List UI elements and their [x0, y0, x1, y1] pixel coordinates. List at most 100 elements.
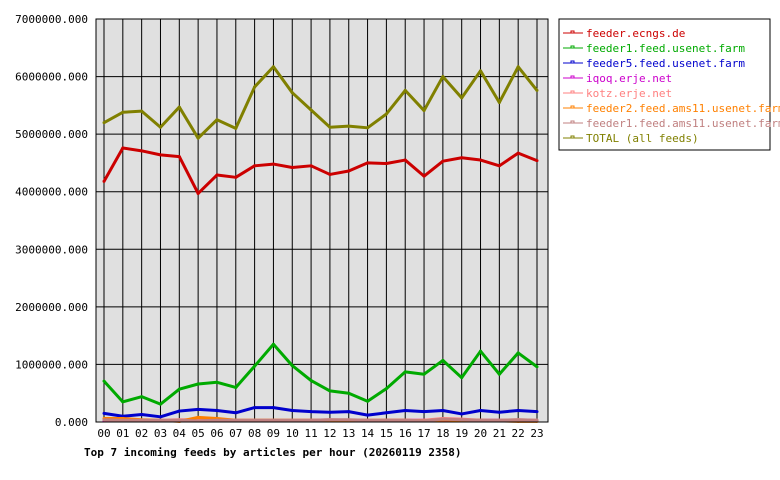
data-point — [497, 372, 501, 376]
data-point — [347, 391, 351, 395]
legend-label: feeder1.feed.ams11.usenet.farm — [586, 117, 780, 130]
data-point — [121, 146, 125, 150]
y-tick-label: 6000000.000 — [15, 71, 88, 84]
legend-marker — [570, 120, 575, 124]
data-point — [309, 410, 313, 414]
x-tick-label: 16 — [399, 427, 412, 440]
x-tick-label: 18 — [436, 427, 449, 440]
data-point — [234, 411, 238, 415]
legend-marker — [570, 60, 575, 64]
data-point — [140, 149, 144, 153]
data-point — [234, 126, 238, 130]
y-tick-label: 0.000 — [55, 416, 88, 429]
x-tick-label: 20 — [474, 427, 487, 440]
data-point — [158, 125, 162, 129]
data-point — [479, 349, 483, 353]
y-tick-label: 2000000.000 — [15, 301, 88, 314]
data-point — [328, 125, 332, 129]
legend-box — [558, 18, 771, 151]
data-point — [403, 408, 407, 412]
data-point — [347, 418, 351, 422]
data-point — [177, 409, 181, 413]
data-point — [460, 376, 464, 380]
x-tick-label: 23 — [530, 427, 543, 440]
data-point — [121, 414, 125, 418]
data-point — [121, 418, 125, 422]
data-point — [234, 418, 238, 422]
x-tick-label: 14 — [361, 427, 375, 440]
data-point — [497, 164, 501, 168]
data-point — [290, 408, 294, 412]
x-tick-label: 12 — [323, 427, 336, 440]
legend-label: feeder.ecngs.de — [586, 27, 685, 40]
data-point — [535, 88, 539, 92]
x-tick-label: 06 — [210, 427, 223, 440]
data-point — [290, 364, 294, 368]
x-tick-label: 07 — [229, 427, 242, 440]
data-point — [177, 105, 181, 109]
data-point — [290, 418, 294, 422]
data-point — [535, 410, 539, 414]
x-tick-label: 00 — [97, 427, 110, 440]
data-point — [309, 108, 313, 112]
data-point — [271, 342, 275, 346]
data-point — [535, 418, 539, 422]
chart-title: Top 7 incoming feeds by articles per hou… — [84, 446, 462, 459]
data-point — [328, 172, 332, 176]
data-point — [234, 175, 238, 179]
series-line-6 — [103, 417, 538, 423]
data-point — [271, 162, 275, 166]
data-point — [384, 418, 388, 422]
data-point — [460, 412, 464, 416]
data-point — [102, 179, 106, 183]
data-point — [253, 418, 257, 422]
data-point — [290, 166, 294, 170]
data-point — [121, 110, 125, 114]
x-tick-label: 13 — [342, 427, 355, 440]
data-point — [253, 85, 257, 89]
data-point — [422, 372, 426, 376]
data-point — [366, 413, 370, 417]
legend-label: feeder2.feed.ams11.usenet.farm — [586, 102, 780, 115]
data-point — [328, 410, 332, 414]
legend-marker — [570, 105, 575, 109]
data-point — [196, 191, 200, 195]
data-point — [422, 109, 426, 113]
data-point — [516, 408, 520, 412]
data-point — [441, 75, 445, 79]
y-tick-label: 5000000.000 — [15, 128, 88, 141]
data-point — [497, 410, 501, 414]
data-point — [422, 410, 426, 414]
legend-label: iqoq.erje.net — [586, 72, 672, 85]
data-point — [253, 364, 257, 368]
data-point — [309, 379, 313, 383]
x-tick-label: 08 — [248, 427, 261, 440]
series-line-7 — [103, 65, 539, 140]
data-point — [177, 418, 181, 422]
data-point — [460, 156, 464, 160]
data-point — [479, 158, 483, 162]
data-point — [253, 164, 257, 168]
x-tick-label: 02 — [135, 427, 148, 440]
data-point — [158, 153, 162, 157]
legend-marker — [570, 30, 575, 34]
data-point — [366, 161, 370, 165]
data-point — [215, 173, 219, 177]
series-line-0 — [102, 146, 538, 195]
series-line-2 — [103, 406, 538, 419]
data-point — [177, 155, 181, 159]
data-point — [497, 418, 501, 422]
data-point — [516, 65, 520, 69]
data-point — [271, 65, 275, 69]
data-point — [535, 365, 539, 369]
data-point — [158, 418, 162, 422]
x-tick-label: 05 — [192, 427, 205, 440]
data-point — [215, 418, 219, 422]
data-point — [253, 406, 257, 410]
data-point — [102, 379, 106, 383]
data-point — [215, 118, 219, 122]
data-point — [158, 402, 162, 406]
data-point — [140, 109, 144, 113]
data-point — [347, 410, 351, 414]
data-point — [196, 407, 200, 411]
